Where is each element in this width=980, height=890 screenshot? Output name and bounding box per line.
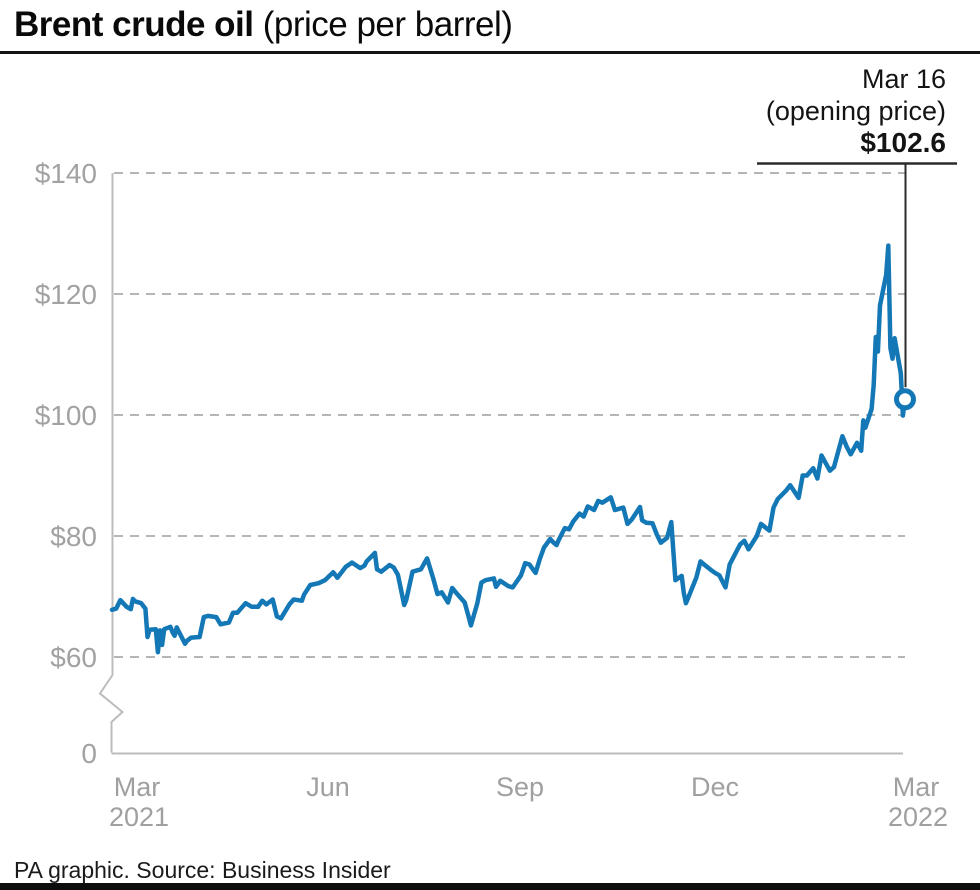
title-main: Brent crude oil bbox=[14, 5, 254, 44]
x-axis-label: Mar bbox=[114, 772, 161, 802]
x-axis-label-year: 2021 bbox=[109, 802, 169, 832]
y-axis-with-break-icon bbox=[98, 173, 125, 753]
x-axis-label: Jun bbox=[306, 772, 350, 802]
end-point-marker bbox=[894, 388, 916, 411]
footer: PA graphic. Source: Business Insider bbox=[14, 857, 391, 884]
title-sub: (price per barrel) bbox=[262, 5, 513, 44]
header: Brent crude oil (price per barrel) bbox=[14, 4, 980, 46]
annotation-date: Mar 16 bbox=[862, 64, 946, 94]
x-axis-label: Dec bbox=[691, 772, 739, 802]
source-credit: PA graphic. Source: Business Insider bbox=[14, 857, 391, 883]
annotation-desc: (opening price) bbox=[766, 96, 946, 126]
y-axis-label: $140 bbox=[35, 158, 97, 189]
y-axis-labels: $140 $120 $100 $80 $60 0 bbox=[35, 158, 97, 769]
gridlines bbox=[114, 172, 905, 658]
x-axis-label: Mar bbox=[893, 772, 940, 802]
y-axis-label: $60 bbox=[50, 642, 97, 673]
price-line bbox=[109, 243, 908, 655]
y-axis-label: $80 bbox=[50, 521, 97, 552]
y-axis-label: $100 bbox=[35, 400, 97, 431]
x-axis-label: Sep bbox=[496, 772, 544, 802]
x-axis-label-year: 2022 bbox=[888, 802, 948, 832]
y-axis-label: 0 bbox=[81, 738, 97, 769]
title-rule bbox=[0, 51, 980, 54]
annotation-price: $102.6 bbox=[860, 127, 946, 158]
y-axis-label: $120 bbox=[35, 279, 97, 310]
bottom-bar bbox=[0, 883, 980, 890]
page-title: Brent crude oil (price per barrel) bbox=[14, 4, 980, 46]
